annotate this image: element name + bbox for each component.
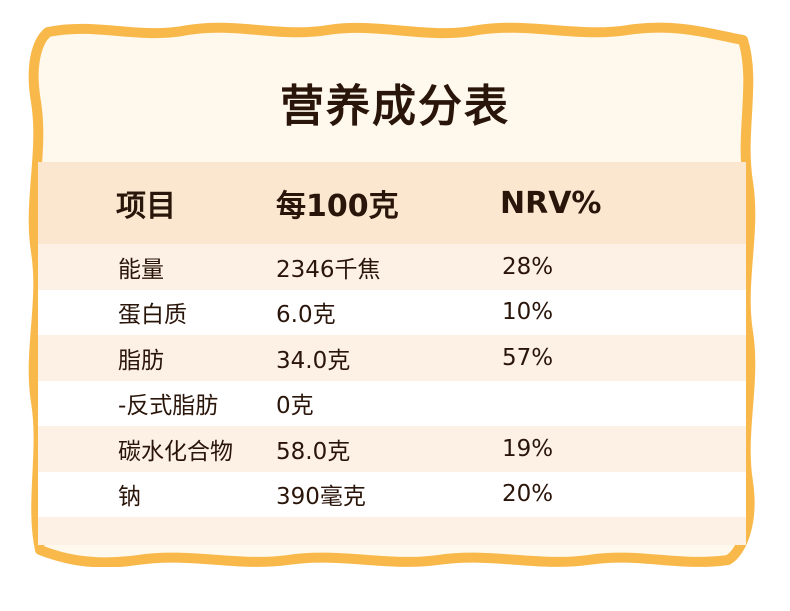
cell-item: 能量 bbox=[118, 256, 164, 283]
header-nrv: NRV% bbox=[500, 185, 602, 221]
table-row: 蛋白质 6.0克 10% bbox=[38, 289, 746, 335]
cell-item: 碳水化合物 bbox=[118, 438, 233, 465]
cell-nrv: 28% bbox=[502, 253, 554, 280]
page-title: 营养成分表 bbox=[280, 81, 510, 132]
table-row: 能量 2346千焦 28% bbox=[38, 244, 746, 290]
cell-item: 脂肪 bbox=[118, 347, 164, 374]
cell-amount: 34.0克 bbox=[276, 347, 351, 374]
table-row: -反式脂肪 0克 bbox=[38, 380, 746, 426]
cell-amount: 6.0克 bbox=[276, 302, 336, 329]
table-row: 脂肪 34.0克 57% bbox=[38, 335, 746, 381]
cell-nrv: 10% bbox=[502, 299, 554, 326]
nutrition-table: 项目 每100克 NRV% 能量 2346千焦 28% 蛋白质 6.0克 10%… bbox=[38, 162, 746, 545]
cell-amount: 390毫克 bbox=[276, 484, 366, 511]
cell-item: 蛋白质 bbox=[118, 302, 187, 329]
cell-amount: 0克 bbox=[276, 393, 314, 420]
cell-item: 钠 bbox=[118, 484, 141, 511]
table-bottom-padding bbox=[38, 517, 746, 545]
cell-nrv: 57% bbox=[502, 344, 554, 371]
cell-amount: 58.0克 bbox=[276, 438, 351, 465]
table-row: 钠 390毫克 20% bbox=[38, 471, 746, 517]
cell-nrv: 19% bbox=[502, 435, 554, 462]
header-per100g: 每100克 bbox=[276, 189, 399, 224]
table-header-row: 项目 每100克 NRV% bbox=[38, 162, 746, 244]
table-row: 碳水化合物 58.0克 19% bbox=[38, 426, 746, 472]
cell-amount: 2346千焦 bbox=[276, 256, 381, 283]
cell-nrv: 20% bbox=[502, 481, 554, 508]
cell-item: -反式脂肪 bbox=[118, 393, 219, 420]
header-item: 项目 bbox=[116, 189, 176, 224]
